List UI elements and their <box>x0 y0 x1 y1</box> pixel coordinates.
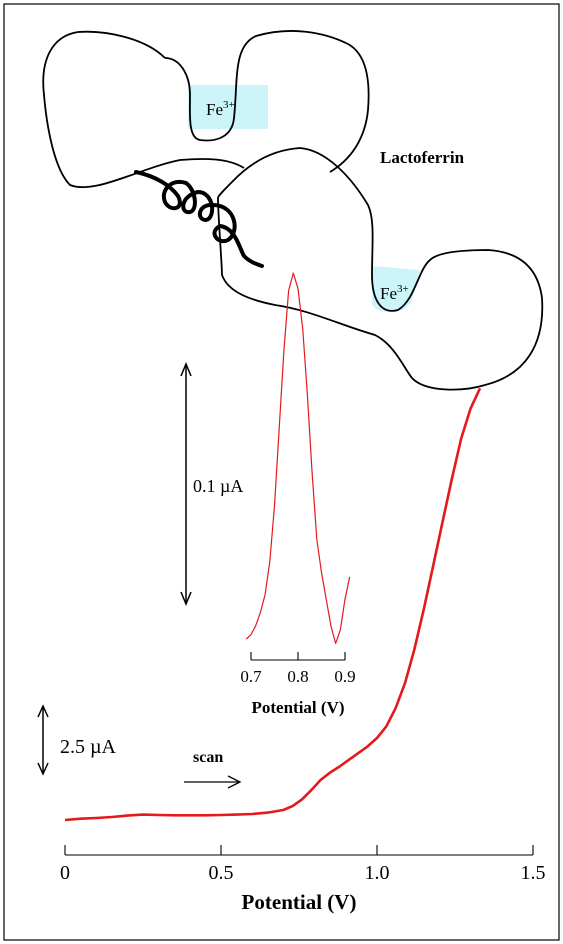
upper-lobe-left-outline <box>42 30 245 189</box>
fe-label-top: Fe3+ <box>206 99 235 119</box>
main-x-tick-label: 0.5 <box>209 862 234 884</box>
inset-x-axis: 0.7 0.8 0.9 Potential (V) <box>240 652 356 717</box>
fe-site-top <box>188 85 268 129</box>
scan-arrowhead <box>227 775 242 789</box>
main-scale-bar: 2.5 µA <box>37 704 117 776</box>
main-x-tick-label: 0 <box>60 862 70 884</box>
inset-x-tick-label: 0.7 <box>240 667 262 686</box>
inset-x-tick-label: 0.9 <box>334 667 355 686</box>
hinge-coil <box>134 170 264 268</box>
inset-scale-bar: 0.1 µA <box>180 362 243 606</box>
lower-lobe-outline <box>217 147 544 391</box>
main-scale-bar-label: 2.5 µA <box>60 736 117 758</box>
main-trace-0 <box>64 387 482 822</box>
inset-x-axis-label: Potential (V) <box>251 698 344 717</box>
figure-frame <box>3 3 560 941</box>
main-plot: 0 0.5 1.0 1.5 Potential (V) <box>60 387 546 914</box>
upper-lobe-outline <box>164 30 370 173</box>
protein-label: Lactoferrin <box>380 148 465 167</box>
cartoon-labels: Fe3+ Fe3+ Lactoferrin <box>206 99 465 303</box>
inset-plot: 0.7 0.8 0.9 Potential (V) <box>240 272 356 717</box>
main-x-axis-label: Potential (V) <box>242 890 357 914</box>
main-x-axis: 0 0.5 1.0 1.5 Potential (V) <box>60 845 546 914</box>
inset-scale-bar-label: 0.1 µA <box>193 476 243 496</box>
main-x-tick-label: 1.5 <box>521 862 546 884</box>
main-x-tick-label: 1.0 <box>365 862 390 884</box>
inset-trace-0 <box>245 272 351 644</box>
scan-label: scan <box>193 749 223 766</box>
inset-x-tick-label: 0.8 <box>287 667 308 686</box>
lactoferrin-cartoon <box>42 30 544 391</box>
fe-label-bottom: Fe3+ <box>380 283 409 303</box>
scan-indicator: scan <box>184 749 242 789</box>
